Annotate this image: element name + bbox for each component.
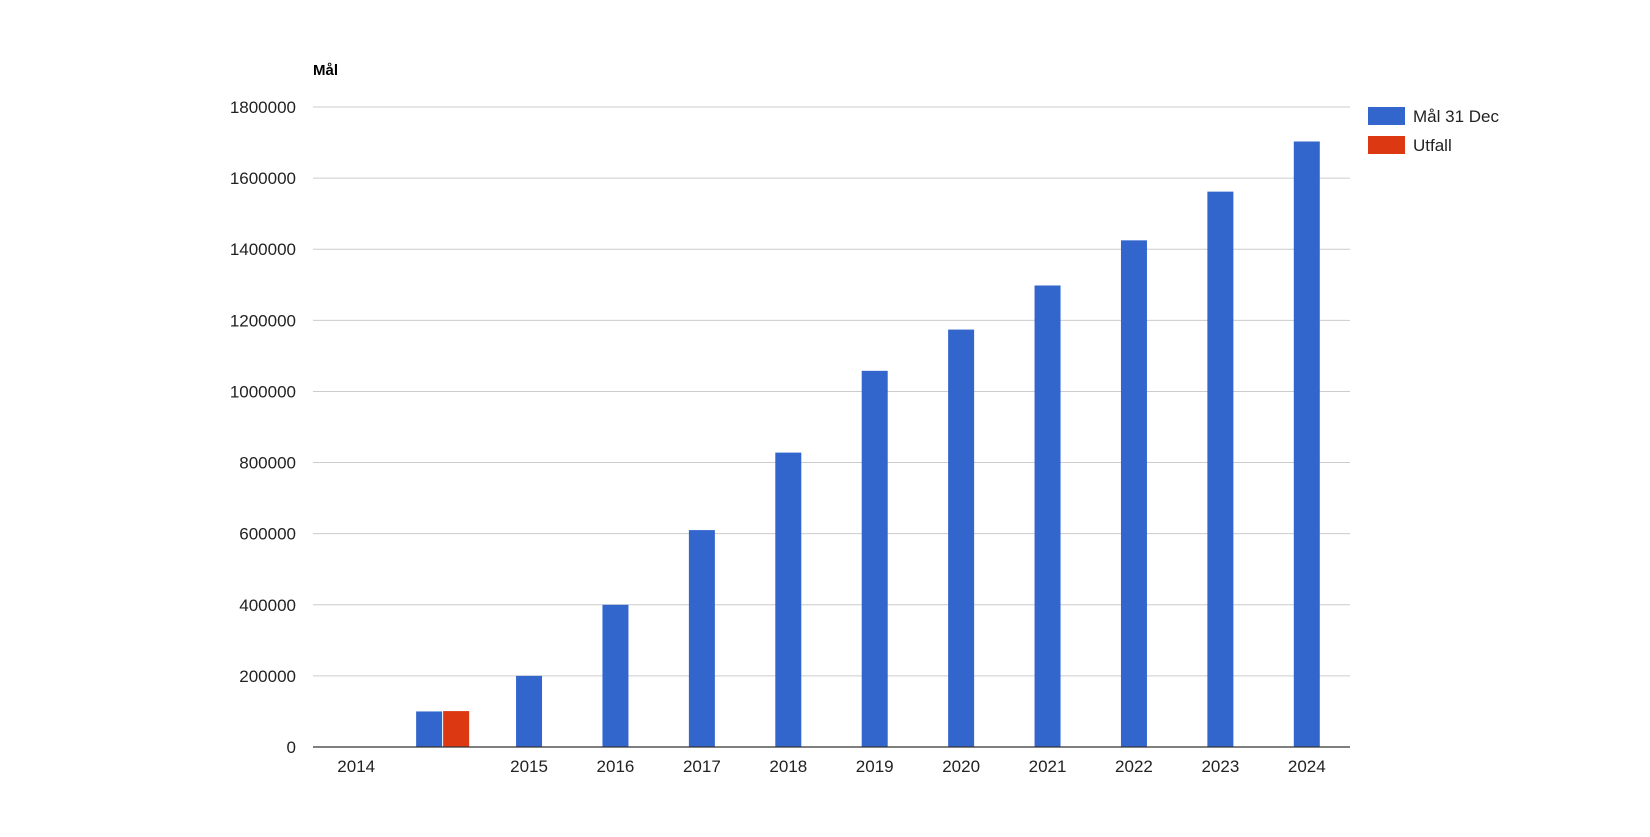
y-tick-label: 1400000 xyxy=(230,240,296,259)
x-tick-label: 2014 xyxy=(337,757,375,776)
legend-label: Mål 31 Dec xyxy=(1413,107,1499,126)
y-axis-ticks: 0 200000 400000 600000 800000 1000000 1200000 1… xyxy=(230,98,296,757)
y-tick-label: 800000 xyxy=(239,454,296,473)
x-tick-label: 2020 xyxy=(942,757,980,776)
x-tick-label: 2016 xyxy=(597,757,635,776)
bar-mal-31-dec xyxy=(1207,191,1234,748)
y-tick-label: 1600000 xyxy=(230,169,296,188)
bars xyxy=(416,141,1320,748)
x-axis-ticks: 2014 2015 2016 2017 2018 2019 2020 2021 2022 2023… xyxy=(337,757,1325,776)
x-tick-label: 2018 xyxy=(769,757,807,776)
legend-swatch xyxy=(1368,136,1405,154)
bar-utfall xyxy=(443,711,470,747)
bar-mal-31-dec xyxy=(1120,240,1147,748)
x-tick-label: 2019 xyxy=(856,757,894,776)
legend-label: Utfall xyxy=(1413,136,1452,155)
bar-mal-31-dec xyxy=(416,711,443,747)
legend: Mål 31 Dec Utfall xyxy=(1368,107,1499,155)
bar-mal-31-dec xyxy=(1293,141,1320,747)
x-tick-label: 2015 xyxy=(510,757,548,776)
x-tick-label: 2024 xyxy=(1288,757,1326,776)
y-tick-label: 1200000 xyxy=(230,311,296,330)
y-tick-label: 200000 xyxy=(239,667,296,686)
legend-swatch xyxy=(1368,107,1405,125)
x-tick-label: 2017 xyxy=(683,757,721,776)
bar-mal-31-dec xyxy=(775,452,802,747)
bar-mal-31-dec xyxy=(861,370,888,747)
bar-mal-31-dec xyxy=(948,329,975,747)
bar-mal-31-dec xyxy=(516,675,543,747)
y-tick-label: 1000000 xyxy=(230,382,296,401)
y-tick-label: 1800000 xyxy=(230,98,296,117)
bar-mal-31-dec xyxy=(602,604,629,747)
y-tick-label: 600000 xyxy=(239,525,296,544)
x-tick-label: 2021 xyxy=(1029,757,1067,776)
bar-mal-31-dec xyxy=(688,530,715,747)
y-axis-title: Mål xyxy=(313,62,338,79)
y-tick-label: 400000 xyxy=(239,596,296,615)
x-tick-label: 2022 xyxy=(1115,757,1153,776)
x-tick-label: 2023 xyxy=(1201,757,1239,776)
bar-mal-31-dec xyxy=(1034,285,1061,747)
gridlines xyxy=(313,106,1350,677)
y-tick-label: 0 xyxy=(287,738,296,757)
